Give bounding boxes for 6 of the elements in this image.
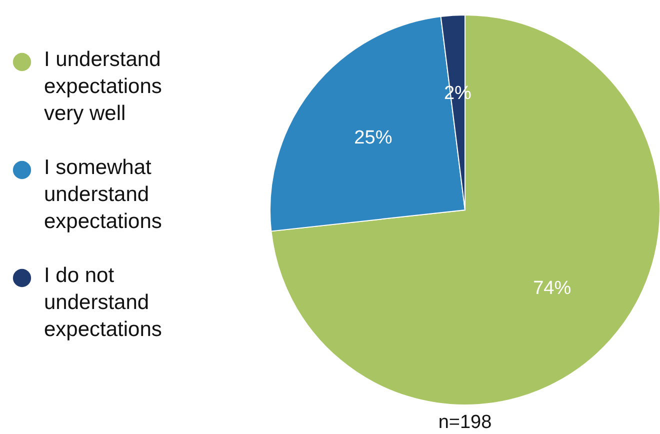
legend-label: I somewhat understand expectations	[44, 156, 162, 233]
legend-label: I do not understand expectations	[44, 264, 162, 341]
data-label: 74%	[533, 278, 572, 300]
data-label: 25%	[354, 127, 392, 148]
legend-label: I understand expectations very well	[44, 48, 162, 125]
text: n=198	[438, 412, 492, 433]
